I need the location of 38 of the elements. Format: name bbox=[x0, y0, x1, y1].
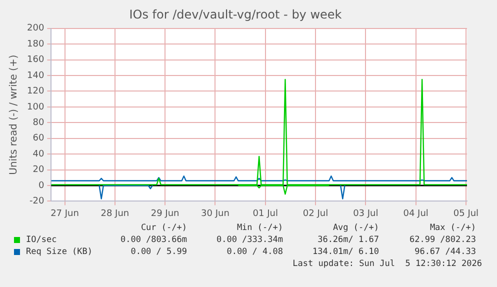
y-axis-title: Units read (-) / write (+) bbox=[8, 54, 20, 175]
text: 96.67 /44.33 bbox=[414, 247, 476, 257]
text: 0.00 / 5.99 bbox=[130, 247, 187, 257]
x-tick-label: 04 Jul bbox=[403, 208, 428, 219]
y-tick-label: 60 bbox=[32, 134, 44, 144]
x-tick-label: 03 Jul bbox=[353, 208, 378, 219]
text: Cur (-/+) bbox=[140, 223, 187, 233]
x-tick-label: 02 Jul bbox=[302, 208, 328, 219]
legend-label: Req Size (KB) bbox=[26, 247, 93, 257]
x-tick-label: 05 Jul bbox=[453, 208, 479, 219]
text: 36.26m/ 1.67 bbox=[318, 235, 379, 245]
x-tick-label: 30 Jun bbox=[201, 208, 230, 219]
y-tick-label: -20 bbox=[29, 196, 44, 207]
y-tick-label: 140 bbox=[26, 70, 44, 81]
y-tick-label: 180 bbox=[26, 39, 44, 50]
text: Min (-/+) bbox=[236, 223, 283, 233]
text: 62.99 /802.23 bbox=[409, 235, 476, 245]
text: 0.00 / 4.08 bbox=[226, 247, 283, 257]
x-tick-label: 01 Jul bbox=[252, 208, 278, 219]
y-tick-label: 40 bbox=[32, 149, 44, 160]
x-tick-label: 27 Jun bbox=[50, 208, 79, 219]
y-tick-label: 0 bbox=[38, 180, 44, 191]
y-tick-label: 160 bbox=[26, 55, 44, 66]
legend-label: IO/sec bbox=[26, 235, 57, 245]
x-tick-label: 29 Jun bbox=[150, 208, 180, 219]
text: 134.01m/ 6.10 bbox=[312, 247, 379, 257]
text: 0.00 /333.34m bbox=[216, 235, 283, 245]
y-tick-label: 120 bbox=[26, 86, 44, 97]
text: Max (-/+) bbox=[430, 223, 476, 233]
y-tick-label: 100 bbox=[26, 102, 44, 112]
y-tick-label: 20 bbox=[32, 165, 44, 176]
y-tick-label: 200 bbox=[26, 24, 44, 34]
text: Avg (-/+) bbox=[332, 223, 379, 233]
chart-title: IOs for /dev/vault-vg/root - by week bbox=[129, 7, 342, 22]
x-tick-label: 28 Jun bbox=[100, 208, 130, 219]
y-tick-label: 80 bbox=[32, 118, 44, 128]
text: 0.00 /803.66m bbox=[120, 235, 187, 245]
text: Last update: Sun Jul 5 12:30:12 2026 bbox=[292, 259, 482, 269]
